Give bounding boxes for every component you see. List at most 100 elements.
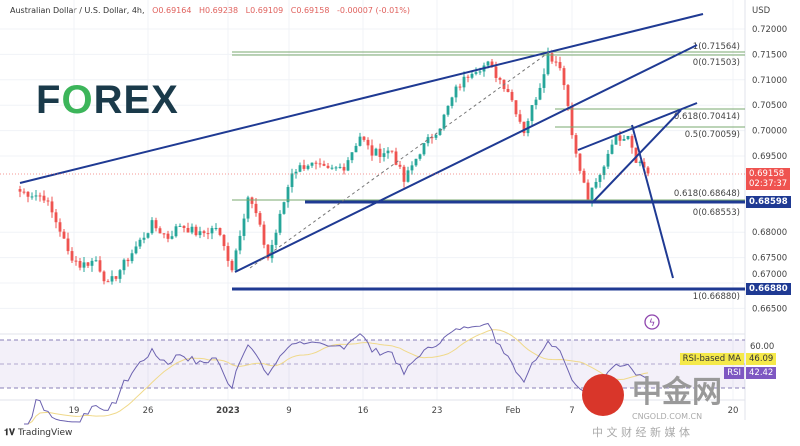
candle-body [626,136,630,139]
candle-body [270,244,274,259]
candle-body [570,105,574,136]
candle-body [366,139,370,146]
candle-body [66,238,70,252]
candle-body [602,166,606,176]
candle-body [114,276,118,279]
candle-body [254,203,258,214]
candle-body [534,99,538,106]
high-value: H0.69238 [199,6,239,15]
candle-body [170,236,174,239]
candle-body [38,195,42,197]
price-tick: 0.71500 [752,50,787,60]
candle-body [42,195,46,201]
candle-body [146,233,150,238]
fib-label-low-618: 0.618(0.68648) [674,189,740,199]
candle-body [598,175,602,182]
rsi-label: RSI [724,367,744,379]
candle-body [166,233,170,239]
candle-body [282,202,286,214]
candle-body [630,136,634,148]
fib-levels [232,51,745,201]
candle-body [98,260,102,272]
price-tick: 0.70500 [752,101,787,111]
candle-body [266,244,270,259]
candle-body [386,150,390,154]
candle-body [110,276,114,282]
candles [18,47,650,285]
fib-label-618: 0.618(0.70414) [674,112,740,122]
candle-body [238,235,242,251]
candle-body [554,61,558,63]
candle-body [402,166,406,182]
candle-body [298,165,302,172]
candle-body [458,86,462,88]
price-tick: 0.68000 [752,228,787,238]
candle-body [390,150,394,152]
candle-body [414,158,418,166]
candle-body [46,200,50,202]
candle-body [566,85,570,106]
candle-body [318,163,322,165]
price-tick: 0.67500 [752,254,787,264]
price-tick: 0.72000 [752,25,787,35]
candle-body [78,260,82,268]
candle-body [490,61,494,67]
candle-body [418,154,422,159]
candle-body [158,228,162,234]
candle-body [242,218,246,236]
candle-body [202,231,206,234]
rsi-level-label: 60.00 [750,342,774,352]
candle-body [382,153,386,157]
candle-body [246,197,250,219]
candle-body [142,237,146,240]
candle-body [82,262,86,268]
candle-body [478,71,482,73]
candle-body [58,222,62,232]
time-tick: 9 [286,406,291,416]
candle-body [198,231,202,236]
candle-body [394,151,398,165]
candle-body [522,121,526,134]
time-tick: 7 [569,406,574,416]
fib-label-1: 1(0.71564) [693,42,740,52]
candle-body [430,137,434,139]
candle-body [102,271,106,282]
candle-body [454,86,458,98]
candle-body [634,147,638,163]
forex-logo: FOREX [36,78,179,122]
candle-body [274,232,278,245]
level-tag-2: 0.66880 [746,283,791,295]
candle-body [586,182,590,201]
candle-body [22,191,26,193]
candle-body [218,228,222,235]
candle-body [426,137,430,144]
channel-lower-line [234,44,698,273]
price-tick: 0.67000 [752,270,787,280]
candle-body [162,233,166,235]
ohlc-header: Australian Dollar / U.S. Dollar, 4h, O0.… [10,6,415,15]
rsi-line [24,322,649,425]
candle-body [34,195,38,197]
fib-label-0: 0(0.71503) [693,58,740,68]
candle-body [90,260,94,266]
flag-top-line [577,102,698,151]
candle-body [590,187,594,201]
candle-body [290,173,294,188]
candle-body [322,163,326,166]
candle-body [550,53,554,62]
trend-drawings[interactable] [19,13,745,291]
candle-body [474,72,478,74]
candle-body [174,226,178,237]
candle-body [222,234,226,247]
candle-body [462,76,466,88]
lightning-icon[interactable] [644,314,660,330]
candle-body [574,135,578,154]
currency-label: USD [752,6,771,16]
candle-body [506,88,510,92]
level-tag-1: 0.68598 [746,196,791,208]
tradingview-brand[interactable]: 𝟏𝐕 TradingView [4,428,72,438]
candle-body [422,143,426,155]
low-value: L0.69109 [245,6,284,15]
candle-body [294,171,298,174]
rsi-ma-value: 46.09 [746,353,777,365]
